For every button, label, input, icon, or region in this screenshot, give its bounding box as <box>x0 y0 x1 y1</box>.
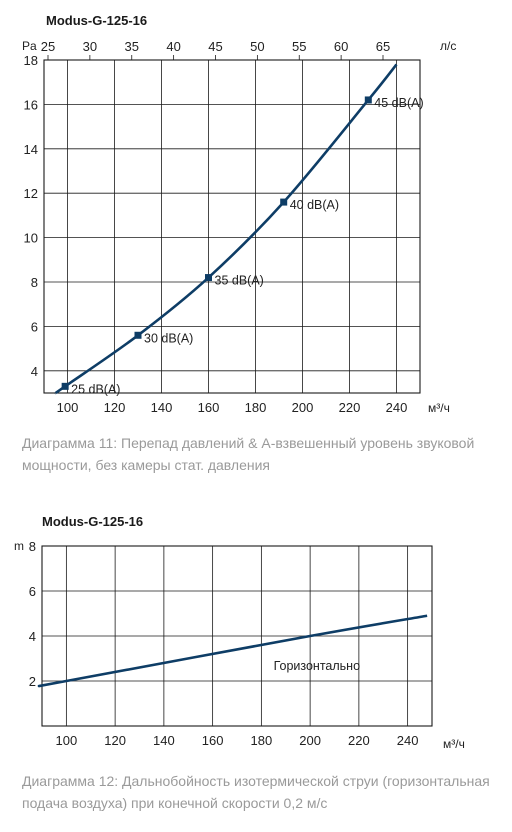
chart2-title: Modus-G-125-16 <box>42 514 144 529</box>
chart1-marker-label: 40 dB(A) <box>290 198 339 212</box>
chart1-x2-tick-label: 55 <box>292 39 306 54</box>
chart1-x-tick-label: 240 <box>386 400 408 415</box>
chart1-x2-tick-label: 50 <box>250 39 264 54</box>
chart1-plot-frame <box>43 59 421 394</box>
chart2-x-tick-label: 180 <box>251 733 273 748</box>
chart1-marker <box>61 382 69 390</box>
chart1-x-tick-label: 120 <box>104 400 126 415</box>
chart1-x2-axis-label: л/с <box>440 39 456 53</box>
chart1-marker <box>364 96 372 104</box>
chart1-marker <box>280 198 288 206</box>
chart2-x-tick-label: 220 <box>348 733 370 748</box>
chart2-series-line <box>37 614 428 688</box>
chart1-y-tick-label: 16 <box>24 97 38 112</box>
chart2-x-tick-label: 120 <box>104 733 126 748</box>
chart1-x-tick-label: 100 <box>57 400 79 415</box>
chart1-x2-tick-label: 35 <box>125 39 139 54</box>
chart1-marker <box>205 274 212 282</box>
chart1-x2-tick-label: 65 <box>376 39 390 54</box>
chart1-x-tick-label: 140 <box>151 400 173 415</box>
chart2-y-tick-label: 6 <box>29 584 36 599</box>
chart1-y-tick-label: 4 <box>31 364 38 379</box>
chart2-x-tick-label: 200 <box>299 733 321 748</box>
chart1-x2-tick-label: 40 <box>166 39 180 54</box>
chart2-x-tick-label: 140 <box>153 733 175 748</box>
chart1-y-tick-label: 14 <box>24 142 38 157</box>
chart1-marker-label: 25 dB(A) <box>71 382 120 396</box>
chart2-y-tick-label: 2 <box>29 674 36 689</box>
chart1-title: Modus-G-125-16 <box>46 13 148 28</box>
chart1-x-tick-label: 160 <box>198 400 220 415</box>
chart2-plot-frame <box>41 545 433 727</box>
chart1-y-tick-label: 10 <box>24 231 38 246</box>
chart1-x-axis-label: м³/ч <box>428 401 450 415</box>
chart2-y-axis-label: m <box>14 539 24 553</box>
chart1-y-tick-label: 8 <box>31 275 38 290</box>
chart1-series-line <box>54 63 398 395</box>
chart1-y-axis-label: Pa <box>22 39 37 53</box>
chart2-x-tick-label: 100 <box>56 733 78 748</box>
chart1-marker-label: 45 dB(A) <box>374 96 423 110</box>
chart1-y-tick-label: 18 <box>24 53 38 68</box>
chart1-caption: Диаграмма 11: Перепад давлений & A-взвеш… <box>22 435 475 473</box>
chart1-y-tick-label: 12 <box>24 186 38 201</box>
chart1-x2-tick-label: 60 <box>334 39 348 54</box>
chart1-x-tick-label: 180 <box>245 400 267 415</box>
chart2-series-label: Горизонтально <box>274 659 361 673</box>
chart2-x-tick-label: 160 <box>202 733 224 748</box>
chart1-marker-label: 30 dB(A) <box>144 331 193 345</box>
chart2-caption: Диаграмма 12: Дальнобойность изотермичес… <box>22 773 490 811</box>
chart1-x-tick-label: 220 <box>339 400 361 415</box>
chart1-x2-tick-label: 30 <box>83 39 97 54</box>
chart2-x-tick-label: 240 <box>397 733 419 748</box>
chart2-y-tick-label: 8 <box>29 539 36 554</box>
chart1-marker <box>134 331 142 339</box>
chart2-x-axis-label: м³/ч <box>443 737 465 751</box>
chart1-marker-label: 35 dB(A) <box>215 274 264 288</box>
chart1-y-tick-label: 6 <box>31 319 38 334</box>
chart2-y-tick-label: 4 <box>29 629 36 644</box>
chart1-x2-tick-label: 45 <box>208 39 222 54</box>
chart1-x2-tick-label: 25 <box>41 39 55 54</box>
chart1-x-tick-label: 200 <box>292 400 314 415</box>
